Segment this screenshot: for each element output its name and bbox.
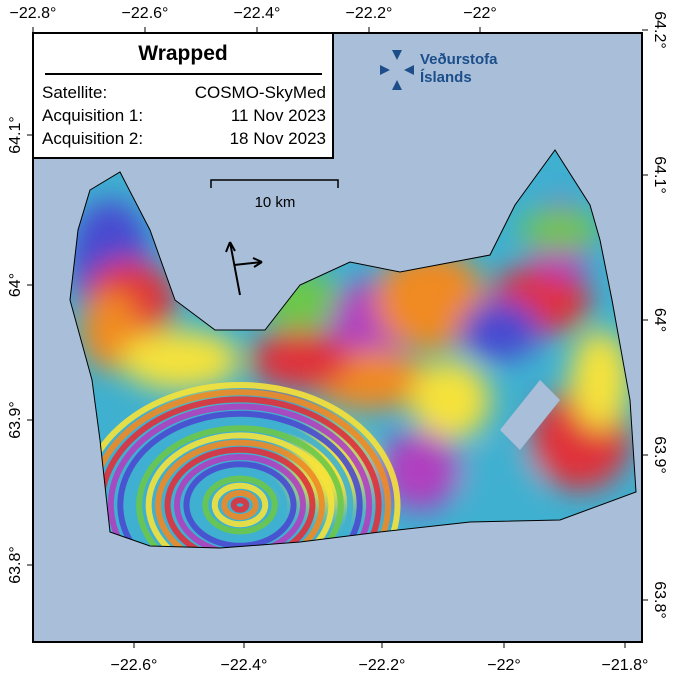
- logo-text: Veðurstofa: [420, 51, 498, 68]
- info-value: COSMO-SkyMed: [195, 83, 326, 102]
- logo-text: Íslands: [420, 69, 472, 86]
- fringe: [136, 425, 344, 548]
- tick-label: 63.8°: [651, 581, 668, 619]
- fringe: [145, 432, 335, 548]
- fringe: [117, 410, 363, 548]
- coastline: [69, 149, 637, 549]
- phase-blob: [380, 430, 460, 510]
- phase-blob: [460, 450, 540, 510]
- info-label: Acquisition 2:: [42, 129, 143, 148]
- tick-label: 63.9°: [7, 401, 24, 439]
- fringe: [164, 446, 316, 548]
- info-value: 11 Nov 2023: [231, 106, 326, 125]
- tick-label: 64°: [651, 308, 668, 332]
- scale-bar: [210, 179, 339, 188]
- tick-label: 64.1°: [651, 156, 668, 194]
- tick-label: −22°: [487, 657, 521, 674]
- phase-blob: [375, 250, 485, 350]
- fringe: [202, 475, 278, 535]
- phase-blob: [250, 330, 350, 390]
- tick-label: −22.6°: [122, 5, 169, 22]
- tick-label: −22°: [463, 5, 497, 22]
- tick-label: 63.9°: [651, 436, 668, 474]
- phase-blob: [570, 330, 630, 430]
- tick-label: 64.1°: [7, 116, 24, 154]
- info-label: Satellite:: [42, 83, 107, 102]
- info-title: Wrapped: [138, 42, 227, 65]
- logo: Veðurstofa Íslands: [380, 50, 498, 90]
- fringe: [221, 490, 259, 520]
- lake: [500, 380, 560, 450]
- north-arrow: [225, 241, 263, 296]
- tick-label: −21.8°: [602, 657, 649, 674]
- fringe: [126, 418, 354, 548]
- tick-label: −22.4°: [221, 657, 268, 674]
- tick-label: −22.4°: [234, 5, 281, 22]
- fringe: [107, 403, 373, 548]
- fringe: [174, 454, 306, 548]
- info-label: Acquisition 1:: [42, 106, 143, 125]
- phase-blob: [410, 360, 490, 440]
- fringe: [230, 497, 250, 513]
- tick-label: −22.2°: [359, 657, 406, 674]
- info-value: 18 Nov 2023: [230, 129, 326, 148]
- scale-label: 10 km: [255, 194, 296, 211]
- fringe: [211, 482, 269, 528]
- tick-label: 64°: [7, 273, 24, 297]
- tick-label: −22.8°: [10, 5, 57, 22]
- tick-label: −22.2°: [346, 5, 393, 22]
- logo-icon: [380, 50, 414, 90]
- tick-label: −22.6°: [111, 657, 158, 674]
- phase-blob: [460, 300, 540, 360]
- fringe: [192, 468, 288, 542]
- phase-blob: [520, 210, 600, 250]
- info-box: [32, 32, 334, 159]
- tick-label: 64.2°: [651, 11, 668, 49]
- phase-blob: [120, 330, 240, 390]
- fringe: [183, 461, 297, 548]
- tick-label: 63.8°: [7, 546, 24, 584]
- fringe: [155, 439, 325, 548]
